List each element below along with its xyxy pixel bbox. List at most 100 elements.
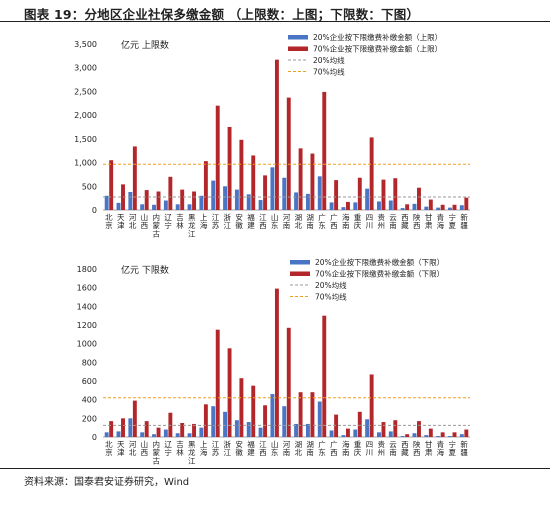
bar-20pct (104, 195, 109, 210)
bar-20pct (187, 204, 192, 210)
x-tick-label: 山东 (271, 439, 279, 457)
x-tick-label: 宁夏 (448, 439, 456, 457)
legend-swatch (290, 271, 310, 276)
x-tick-label: 西藏 (401, 440, 409, 457)
y-tick-label: 1800 (77, 265, 97, 274)
bar-20pct (152, 204, 156, 210)
bar-70pct (109, 160, 114, 210)
y-tick-label: 600 (82, 377, 97, 386)
bar-20pct (104, 432, 109, 437)
legend-label: 20%企业按下限缴费补缴金额（上限） (313, 32, 442, 42)
bar-70pct (369, 374, 374, 437)
bar-70pct (156, 427, 161, 437)
bar-70pct (345, 428, 350, 437)
bar-70pct (144, 190, 149, 210)
bar-20pct (329, 202, 334, 210)
y-tick-label: 1600 (77, 284, 97, 293)
y-tick-label: 800 (82, 358, 97, 367)
x-tick-label: 贵州 (377, 212, 385, 230)
x-tick-label: 江苏 (212, 213, 220, 230)
x-tick-label: 浙江 (224, 212, 232, 230)
legend-label: 70%企业按下限缴费补缴金额（下限） (315, 269, 444, 279)
x-tick-label: 海南 (342, 212, 350, 230)
x-tick-label: 福建 (247, 440, 255, 457)
source-note: 资料来源：国泰君安证券研究，Wind (24, 477, 190, 488)
bar-20pct (459, 205, 464, 210)
bar-70pct (156, 191, 161, 210)
bottom-rule (0, 468, 550, 469)
legend-label: 70%均线 (315, 292, 347, 302)
x-tick-label: 云南 (389, 213, 397, 230)
unit-label: 亿元 下限数 (121, 264, 169, 276)
bar-20pct (353, 429, 358, 437)
x-tick-label: 湖北 (295, 213, 303, 230)
bar-20pct (270, 394, 275, 437)
bar-20pct (388, 431, 393, 437)
bar-70pct (286, 327, 291, 437)
bar-70pct (132, 400, 137, 437)
x-tick-label: 新疆 (460, 212, 468, 230)
bar-20pct (199, 195, 204, 210)
y-tick-label: 3,500 (74, 40, 97, 49)
x-tick-label: 内蒙古 (153, 212, 161, 238)
bar-20pct (211, 406, 216, 437)
x-tick-label: 青海 (437, 212, 445, 230)
legend-label: 20%均线 (315, 280, 347, 290)
x-tick-label: 山东 (271, 212, 279, 230)
x-tick-label: 贵州 (377, 439, 385, 457)
bar-70pct (286, 97, 291, 210)
x-tick-label: 北京 (105, 213, 113, 230)
bar-20pct (317, 401, 322, 437)
legend-swatch (288, 35, 308, 40)
bar-70pct (227, 348, 232, 437)
bar-20pct (258, 427, 263, 437)
bar-70pct (109, 421, 114, 437)
lower-bar-chart: 0 200 400 600 800 1000 1200 1400 1600 1800 亿元 下限数北… (77, 257, 470, 465)
bar-70pct (381, 179, 386, 210)
bar-70pct (334, 180, 339, 210)
bar-70pct (203, 404, 208, 437)
bar-20pct (400, 208, 405, 210)
bar-20pct (140, 432, 145, 437)
bar-20pct (436, 436, 441, 437)
bar-70pct (180, 189, 185, 210)
bar-20pct (424, 435, 429, 437)
bar-70pct (263, 405, 268, 437)
y-tick-label: 400 (82, 396, 97, 405)
upper-bar-chart: 0 500 1,000 1,500 2,000 2,500 3,000 3,500 亿元 上限数… (74, 32, 470, 238)
bar-70pct (144, 421, 149, 437)
x-tick-label: 天津 (117, 440, 125, 457)
bar-70pct (405, 204, 410, 210)
bar-70pct (215, 105, 220, 210)
bar-70pct (357, 411, 362, 437)
bar-70pct (192, 191, 196, 210)
bar-70pct (180, 423, 185, 437)
bar-20pct (270, 167, 275, 210)
bar-70pct (440, 204, 445, 210)
bar-70pct (428, 428, 433, 437)
x-tick-label: 天津 (117, 213, 125, 230)
x-tick-label: 四川 (366, 440, 374, 457)
bar-70pct (369, 137, 374, 210)
bar-20pct (305, 423, 310, 437)
y-tick-label: 2,000 (74, 111, 97, 120)
bar-20pct (424, 206, 429, 210)
x-tick-label: 江苏 (212, 440, 220, 457)
x-tick-label: 重庆 (354, 213, 362, 230)
bar-20pct (341, 435, 346, 437)
x-tick-label: 广东 (318, 212, 326, 230)
bar-70pct (121, 418, 125, 437)
x-tick-label: 湖北 (295, 440, 303, 457)
legend-label: 20%均线 (313, 55, 345, 65)
y-tick-label: 0 (92, 206, 97, 215)
bar-20pct (448, 436, 452, 437)
x-tick-label: 四川 (366, 213, 374, 230)
bar-20pct (400, 436, 405, 437)
bar-70pct (310, 153, 315, 210)
x-tick-label: 河南 (283, 213, 291, 230)
bar-20pct (365, 419, 370, 437)
bar-20pct (116, 202, 121, 210)
x-tick-label: 上海 (200, 213, 208, 230)
x-tick-label: 江西 (259, 440, 267, 457)
x-tick-label: 福建 (247, 213, 255, 230)
